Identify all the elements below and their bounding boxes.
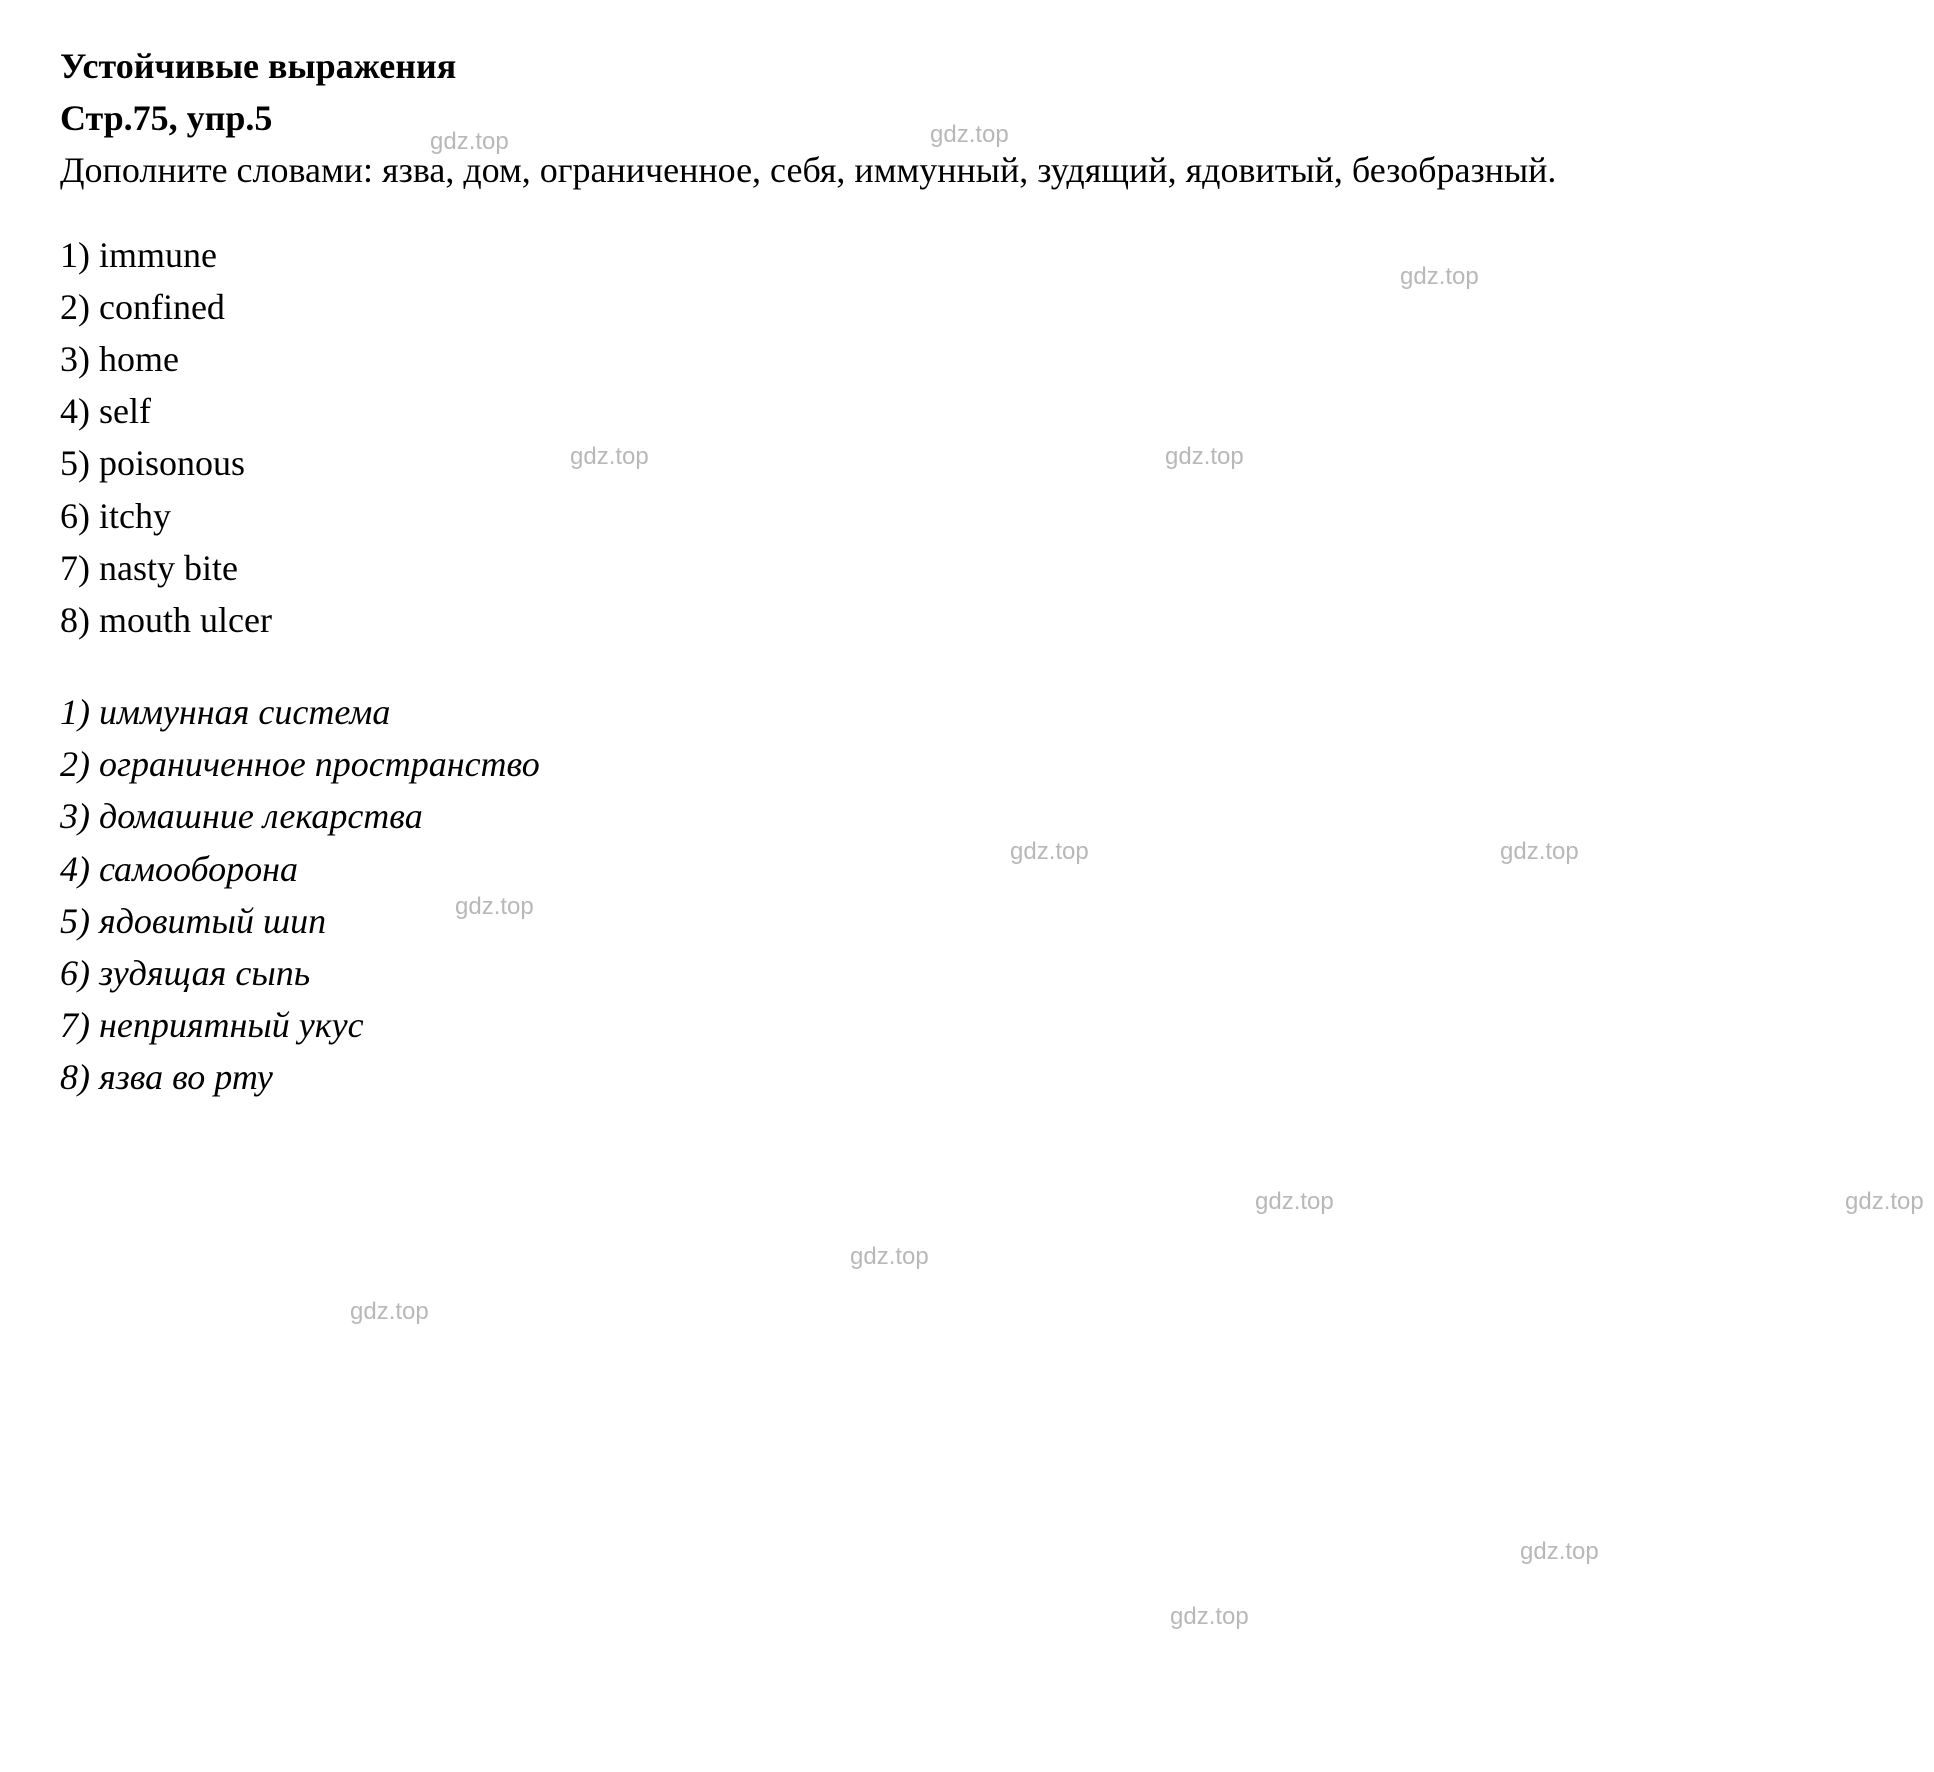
list-item: 8) mouth ulcer <box>60 594 1874 646</box>
list-item: 1) иммунная система <box>60 686 1874 738</box>
heading-subtitle: Стр.75, упр.5 <box>60 92 1874 144</box>
list-item: 4) самооборона <box>60 843 1874 895</box>
list-item: 3) home <box>60 333 1874 385</box>
list-item: 2) ограниченное пространство <box>60 738 1874 790</box>
watermark: gdz.top <box>1520 1535 1599 1570</box>
watermark: gdz.top <box>350 1295 429 1330</box>
list-item: 7) nasty bite <box>60 542 1874 594</box>
watermark: gdz.top <box>1255 1185 1334 1220</box>
russian-list: 1) иммунная система 2) ограниченное прос… <box>60 686 1874 1104</box>
intro-text: Дополните словами: язва, дом, ограниченн… <box>60 144 1874 196</box>
list-item: 2) confined <box>60 281 1874 333</box>
watermark: gdz.top <box>850 1240 929 1275</box>
list-item: 1) immune <box>60 229 1874 281</box>
english-list: 1) immune 2) confined 3) home 4) self 5)… <box>60 229 1874 647</box>
heading-title: Устойчивые выражения <box>60 40 1874 92</box>
list-item: 8) язва во рту <box>60 1051 1874 1103</box>
list-item: 6) itchy <box>60 490 1874 542</box>
list-item: 4) self <box>60 385 1874 437</box>
watermark: gdz.top <box>1170 1600 1249 1635</box>
watermark: gdz.top <box>1845 1185 1924 1220</box>
list-item: 6) зудящая сыпь <box>60 947 1874 999</box>
list-item: 7) неприятный укус <box>60 999 1874 1051</box>
list-item: 5) poisonous <box>60 437 1874 489</box>
list-item: 5) ядовитый шип <box>60 895 1874 947</box>
list-item: 3) домашние лекарства <box>60 790 1874 842</box>
